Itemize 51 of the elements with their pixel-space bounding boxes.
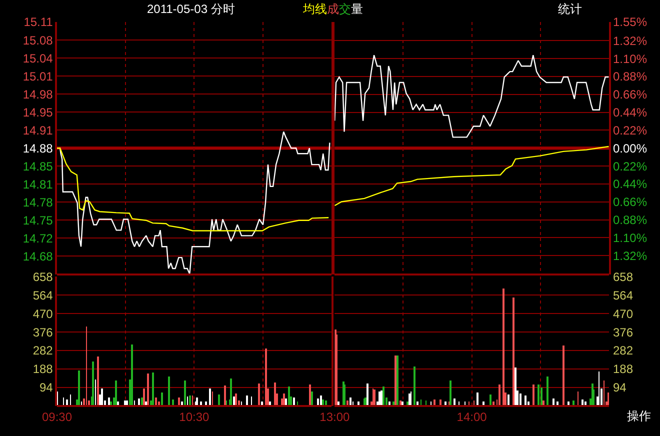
y2-tick-label: 282 <box>613 344 634 358</box>
y-tick-label: 14.78 <box>22 195 54 210</box>
y-tick-label: 15.04 <box>22 51 54 66</box>
y2-tick-label: 0.44% <box>613 106 648 120</box>
y-tick-label: 14.91 <box>22 123 54 138</box>
y-tick-label: 564 <box>32 288 54 302</box>
y2-tick-label: 1.32% <box>613 248 648 263</box>
y-tick-label: 14.81 <box>22 177 54 192</box>
y2-tick-label: 0.00% <box>613 141 648 156</box>
y-tick-label: 14.72 <box>22 231 54 246</box>
x-tick-label: 09:30 <box>42 410 72 424</box>
y2-tick-label: 0.44% <box>613 177 648 192</box>
y-tick-label: 14.98 <box>22 87 54 102</box>
y2-tick-label: 94 <box>613 380 627 395</box>
y-tick-label: 14.95 <box>22 105 54 120</box>
y-tick-label: 14.68 <box>22 249 54 264</box>
y2-tick-label: 0.88% <box>613 70 648 84</box>
y2-tick-label: 1.10% <box>613 230 648 245</box>
y-tick-label: 658 <box>32 270 54 284</box>
y-tick-label: 14.75 <box>22 213 54 228</box>
y-tick-label: 94 <box>39 380 54 395</box>
y2-tick-label: 0.66% <box>613 88 648 102</box>
y2-tick-label: 188 <box>613 362 634 376</box>
y2-tick-label: 1.10% <box>613 52 648 66</box>
x-tick-label: 14:00 <box>456 410 488 424</box>
y2-tick-label: 0.66% <box>613 195 648 210</box>
text: 成交量 <box>327 2 363 16</box>
text: 统计 <box>558 2 582 16</box>
y2-tick-label: 0.22% <box>613 159 648 174</box>
x-tick-label: 10:30 <box>179 410 210 424</box>
y2-tick-label: 658 <box>613 270 634 284</box>
y2-tick-label: 1.32% <box>613 34 648 48</box>
text: 均线 <box>302 2 327 16</box>
y2-tick-label: 0.88% <box>613 212 648 227</box>
y2-tick-label: 470 <box>613 306 634 321</box>
y-tick-label: 14.88 <box>22 141 54 156</box>
y-tick-label: 15.08 <box>22 33 54 48</box>
y-tick-label: 282 <box>32 344 54 358</box>
y-tick-label: 470 <box>32 306 54 321</box>
y-tick-label: 376 <box>32 325 54 340</box>
y-tick-label: 14.85 <box>22 159 54 174</box>
x-tick-label: 13:00 <box>320 410 350 424</box>
y-tick-label: 15.01 <box>22 69 54 84</box>
y2-tick-label: 376 <box>613 325 634 340</box>
chart-title: 2011-05-03 分时 <box>147 2 235 16</box>
y2-tick-label: 564 <box>613 288 634 302</box>
y-tick-label: 15.11 <box>24 15 54 30</box>
text: 操作 <box>627 409 651 423</box>
y2-tick-label: 0.22% <box>613 123 648 138</box>
y2-tick-label: 1.55% <box>613 15 648 30</box>
y-tick-label: 188 <box>32 362 54 376</box>
